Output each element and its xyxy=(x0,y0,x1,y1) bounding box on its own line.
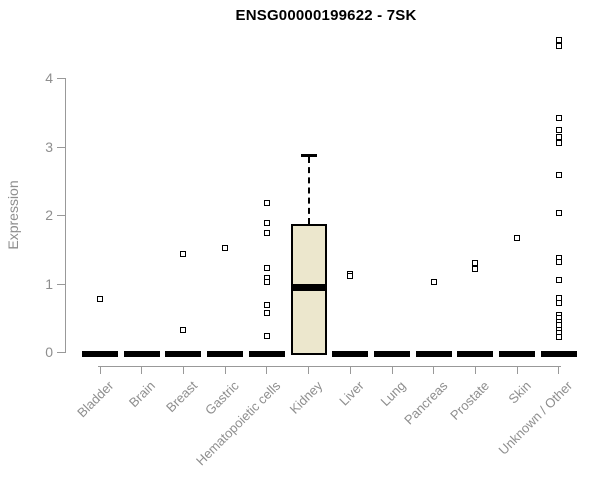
outlier-point xyxy=(347,273,354,280)
x-category-label: Lung xyxy=(377,378,409,410)
x-axis-tick xyxy=(349,366,351,374)
collapsed-box-bar xyxy=(415,351,452,358)
x-axis-tick xyxy=(266,366,268,374)
chart-title: ENSG00000199622 - 7SK xyxy=(235,7,417,24)
collapsed-box-bar xyxy=(82,351,118,358)
collapsed-box-bar xyxy=(165,351,202,358)
x-axis-tick xyxy=(391,366,393,374)
outlier-point xyxy=(180,250,187,257)
outlier-point xyxy=(430,278,437,285)
collapsed-box-bar xyxy=(248,351,285,358)
x-category-label: Liver xyxy=(336,378,367,409)
outlier-point xyxy=(514,234,521,241)
y-tick-label: 1 xyxy=(45,275,53,292)
collapsed-box-bar xyxy=(499,351,536,358)
collapsed-box-bar xyxy=(374,351,411,358)
collapsed-box-bar xyxy=(123,351,160,358)
x-axis-tick xyxy=(474,366,476,374)
upper-whisker-cap xyxy=(300,154,317,158)
outlier-point xyxy=(263,265,270,272)
outlier-point xyxy=(222,245,229,252)
outlier-point xyxy=(555,171,562,178)
x-axis-line xyxy=(98,366,561,367)
collapsed-box-bar xyxy=(540,351,577,358)
outlier-point xyxy=(555,334,562,341)
median-line xyxy=(290,283,327,291)
x-axis-tick xyxy=(433,366,435,374)
outlier-point xyxy=(263,332,270,339)
x-axis-tick xyxy=(99,366,101,374)
y-tick-label: 2 xyxy=(45,207,53,224)
outlier-point xyxy=(263,278,270,285)
y-axis-tick xyxy=(57,78,65,80)
x-category-label: Gastric xyxy=(202,378,242,418)
y-axis-tick xyxy=(57,215,65,217)
x-category-label: Breast xyxy=(162,378,201,416)
y-axis-tick xyxy=(57,352,65,354)
outlier-point xyxy=(180,326,187,333)
collapsed-box-bar xyxy=(332,351,369,358)
outlier-point xyxy=(263,302,270,309)
upper-whisker xyxy=(307,156,310,224)
x-category-label: Bladder xyxy=(74,378,117,421)
outlier-point xyxy=(555,258,562,265)
outlier-point xyxy=(263,310,270,317)
y-axis-line xyxy=(65,78,66,354)
x-axis-tick xyxy=(308,366,310,374)
outlier-point xyxy=(555,114,562,121)
y-axis-tick xyxy=(57,283,65,285)
y-tick-label: 3 xyxy=(45,138,53,155)
outlier-point xyxy=(263,199,270,206)
outlier-point xyxy=(555,277,562,284)
x-axis-tick xyxy=(516,366,518,374)
outlier-point xyxy=(555,300,562,307)
y-axis-tick xyxy=(57,146,65,148)
x-axis-tick xyxy=(141,366,143,374)
x-category-label: Skin xyxy=(505,378,534,407)
outlier-point xyxy=(263,219,270,226)
x-category-label: Pancreas xyxy=(400,378,451,428)
x-axis-tick xyxy=(182,366,184,374)
outlier-point xyxy=(555,126,562,133)
x-category-label: Brain xyxy=(126,378,159,411)
outlier-point xyxy=(555,42,562,49)
outlier-point xyxy=(555,210,562,217)
outlier-point xyxy=(263,230,270,237)
outlier-point xyxy=(555,140,562,147)
outlier-point xyxy=(472,265,479,272)
x-category-label: Prostate xyxy=(447,378,493,423)
collapsed-box-bar xyxy=(457,351,494,358)
x-category-label: Unknown / Other xyxy=(495,378,576,458)
collapsed-box-bar xyxy=(207,351,244,358)
outlier-point xyxy=(97,295,103,302)
outlier-point xyxy=(555,134,562,141)
x-category-label: Kidney xyxy=(286,378,326,417)
y-tick-label: 0 xyxy=(45,344,53,361)
y-tick-label: 4 xyxy=(45,70,53,87)
x-axis-tick xyxy=(558,366,560,374)
x-axis-tick xyxy=(224,366,226,374)
